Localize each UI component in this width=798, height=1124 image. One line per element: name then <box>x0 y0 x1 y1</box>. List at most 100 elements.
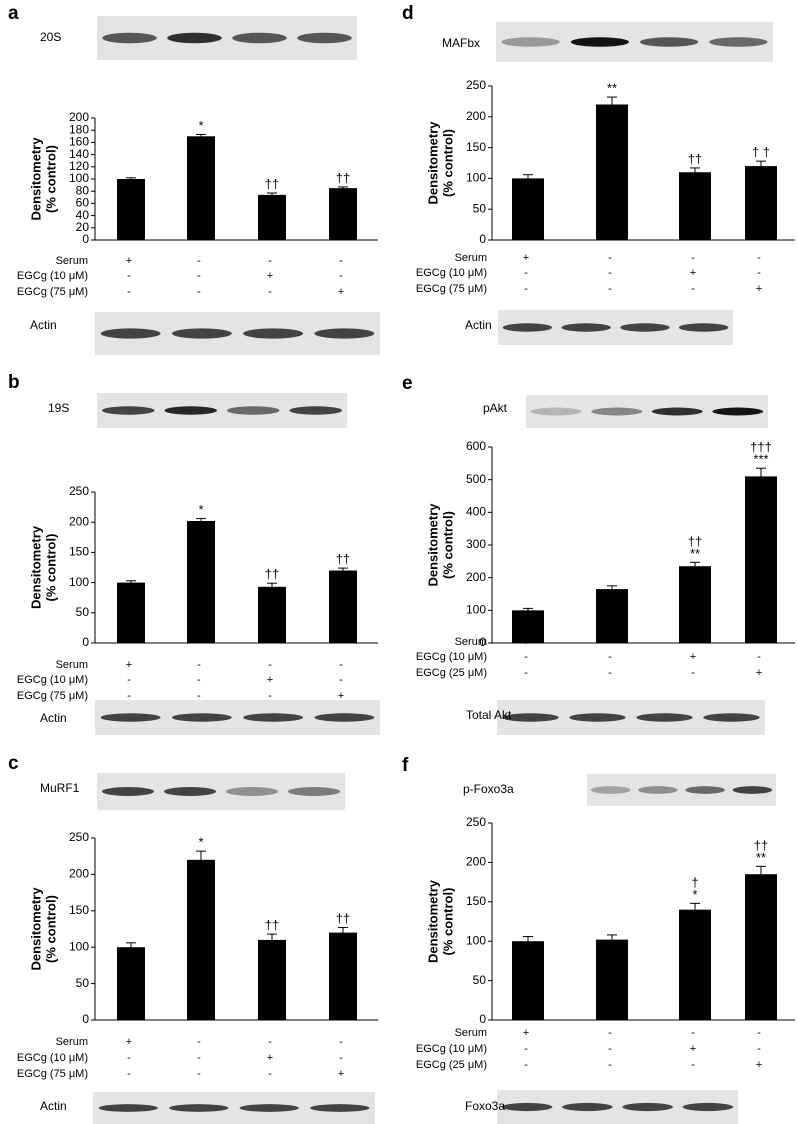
condition-sign: - <box>197 674 201 686</box>
condition-sign: - <box>197 255 201 267</box>
condition-sign: - <box>524 1043 528 1055</box>
panel-letter: c <box>8 753 19 774</box>
y-axis-label: (% control) <box>43 895 58 963</box>
condition-sign: - <box>608 1043 612 1055</box>
condition-sign: - <box>339 1036 343 1048</box>
condition-label: EGCg (10 μM) <box>17 270 88 282</box>
y-axis-label: (% control) <box>440 511 455 579</box>
condition-sign: - <box>608 1059 612 1071</box>
condition-label: EGCg (75 μM) <box>416 283 487 295</box>
condition-sign: - <box>339 270 343 282</box>
condition-sign: - <box>197 270 201 282</box>
condition-sign: - <box>691 252 695 264</box>
bottom-blot-band <box>100 713 161 722</box>
top-blot-label: p-Foxo3a <box>463 782 514 796</box>
condition-sign: - <box>268 659 272 671</box>
condition-label: EGCg (75 μM) <box>17 1068 88 1080</box>
condition-label: Serum <box>455 636 487 648</box>
y-tick-label: 200 <box>69 110 89 124</box>
significance-mark: †† <box>754 838 768 853</box>
condition-sign: - <box>608 1027 612 1039</box>
bottom-blot-label: Actin <box>40 1099 67 1113</box>
top-blot-band <box>225 787 279 796</box>
top-blot-label: MuRF1 <box>40 781 80 795</box>
y-tick-label: 0 <box>479 232 486 246</box>
bottom-blot-band <box>243 328 304 339</box>
bottom-blot-label: Foxo3a <box>465 1099 505 1113</box>
top-blot-band <box>164 406 217 415</box>
condition-sign: - <box>197 690 201 702</box>
condition-sign: - <box>757 636 761 648</box>
bottom-blot-band <box>569 713 626 722</box>
y-tick-label: 100 <box>466 933 486 947</box>
bottom-blot-band <box>562 1102 613 1112</box>
bottom-blot-band <box>620 323 670 332</box>
condition-sign: - <box>608 267 612 279</box>
top-blot-band <box>732 786 773 794</box>
significance-mark: * <box>198 502 203 517</box>
condition-sign: - <box>691 636 695 648</box>
top-blot-band <box>227 406 280 415</box>
bar <box>679 172 711 240</box>
bottom-blot-label: Actin <box>465 318 492 332</box>
y-tick-label: 20 <box>76 220 90 234</box>
condition-sign: - <box>608 252 612 264</box>
condition-sign: + <box>690 267 696 279</box>
significance-mark: † † <box>752 145 770 160</box>
condition-sign: - <box>524 1059 528 1071</box>
bar <box>258 939 286 1020</box>
y-tick-label: 600 <box>466 439 486 453</box>
significance-mark: ** <box>690 546 700 561</box>
y-tick-label: 200 <box>466 570 486 584</box>
top-blot-band <box>685 786 725 794</box>
y-tick-label: 0 <box>479 1012 486 1026</box>
bar <box>745 166 777 240</box>
significance-mark: ††† <box>750 440 772 455</box>
y-axis-label: Densitometry <box>28 525 43 609</box>
y-axis-label: Densitometry <box>28 887 43 971</box>
bar <box>117 179 145 240</box>
bar <box>512 610 544 643</box>
y-tick-label: 0 <box>82 1012 89 1026</box>
bottom-blot-band <box>98 1104 158 1112</box>
significance-mark: *** <box>753 452 768 467</box>
condition-sign: + <box>267 674 273 686</box>
bottom-blot-band <box>314 713 375 722</box>
top-blot-label: MAFbx <box>442 36 480 50</box>
condition-sign: - <box>339 674 343 686</box>
y-tick-label: 200 <box>69 514 89 528</box>
condition-sign: + <box>338 690 344 702</box>
bar <box>187 859 215 1020</box>
condition-sign: - <box>608 667 612 679</box>
y-tick-label: 200 <box>466 855 486 869</box>
condition-sign: - <box>268 1068 272 1080</box>
condition-label: EGCg (10 μM) <box>416 267 487 279</box>
y-axis-label: Densitometry <box>425 503 440 587</box>
bar <box>679 909 711 1020</box>
condition-label: EGCg (25 μM) <box>416 1059 487 1071</box>
top-blot-band <box>232 32 287 44</box>
bottom-blot-band <box>622 1102 673 1112</box>
condition-sign: - <box>691 283 695 295</box>
y-tick-label: 80 <box>76 183 90 197</box>
bottom-blot-label: Actin <box>30 318 57 332</box>
y-tick-label: 100 <box>69 575 89 589</box>
bar <box>596 589 628 643</box>
condition-sign: - <box>339 255 343 267</box>
top-blot-band <box>590 786 631 794</box>
condition-sign: + <box>523 252 529 264</box>
y-axis-label: Densitometry <box>28 137 43 221</box>
bar <box>117 947 145 1020</box>
bottom-blot-band <box>169 1104 229 1112</box>
condition-sign: + <box>126 659 132 671</box>
bottom-blot-label: Total Akt <box>466 708 512 722</box>
condition-sign: - <box>197 1052 201 1064</box>
y-tick-label: 50 <box>473 201 487 215</box>
significance-mark: †† <box>336 911 350 926</box>
bar <box>745 476 777 643</box>
bottom-blot-band <box>501 1102 553 1112</box>
bottom-blot-band <box>502 323 553 332</box>
top-blot-band <box>591 407 643 416</box>
significance-mark: ** <box>607 81 617 96</box>
bottom-blot-band <box>561 323 611 332</box>
